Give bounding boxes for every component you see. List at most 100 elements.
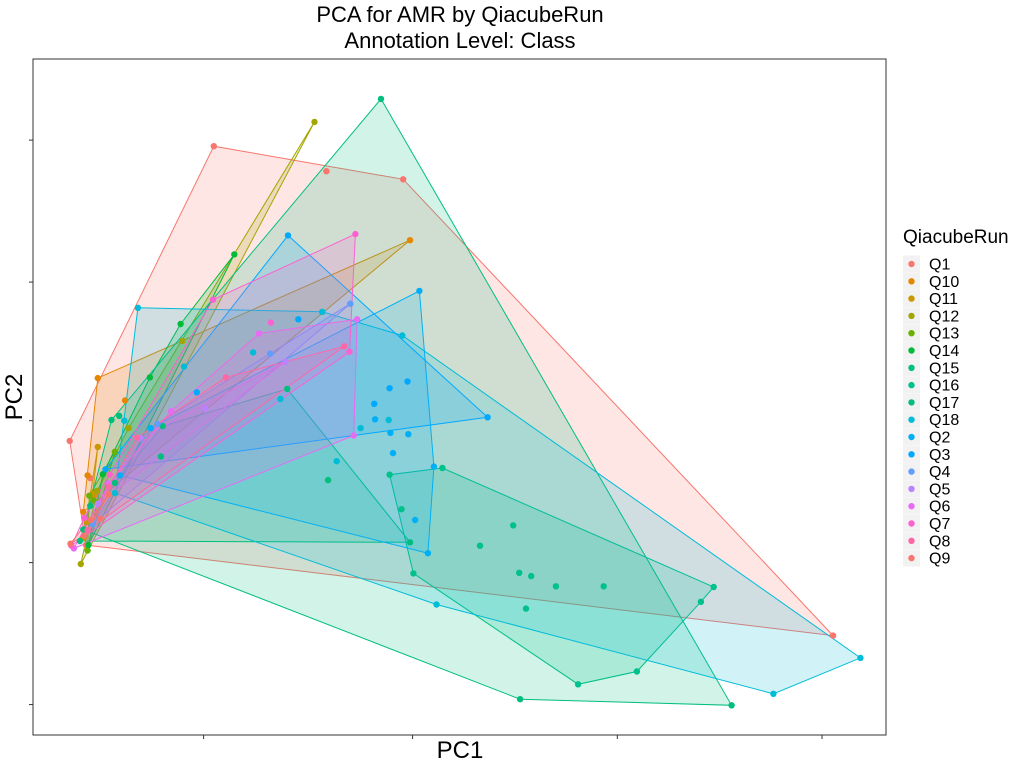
data-point-q1 [66,437,73,445]
data-point-q18 [399,332,406,339]
legend-label: Q3 [929,447,950,464]
legend-key-dot [908,503,915,510]
data-point-q6 [168,408,175,415]
data-point-q3 [404,378,411,385]
data-point-q3 [102,466,109,473]
data-point-q1 [97,515,104,522]
data-point-q18 [333,458,340,465]
data-point-q16 [633,668,641,675]
legend-label: Q7 [929,516,950,533]
data-point-q16 [398,506,405,513]
data-point-q9 [87,516,95,524]
data-point-q2 [389,449,397,457]
legend-item-q7: Q7 [903,515,950,533]
legend-label: Q15 [929,360,959,377]
legend-label: Q11 [929,291,958,308]
hull-q18 [114,307,862,695]
legend-key-dot [908,295,915,302]
data-point-q18 [319,308,326,315]
hull-q8 [87,345,345,531]
data-point-q4 [154,420,161,428]
data-point-q18 [134,304,142,311]
data-point-q14 [146,374,154,381]
data-point-q5 [94,500,102,507]
data-point-q16 [476,542,484,549]
data-point-q14 [99,470,107,478]
legend-item-q5: Q5 [903,480,950,498]
data-point-q11 [94,443,102,451]
data-point-q18 [277,395,284,403]
data-point-q16 [710,583,717,591]
legend-key-dot [908,260,915,268]
legend-key-dot [908,485,915,493]
legend-item-q14: Q14 [903,342,959,360]
data-point-q7 [209,296,217,303]
point-layer [66,95,864,709]
hull-q10 [82,239,411,514]
data-point-q2 [387,429,394,436]
data-point-q7 [81,514,88,522]
data-point-q8 [105,483,113,491]
legend-key-dot [908,381,915,389]
legend-item-q8: Q8 [903,532,950,550]
legend-label: Q8 [929,533,950,550]
legend-key-dot [908,433,915,441]
legend-label: Q2 [929,430,950,447]
legend-item-q18: Q18 [903,411,959,429]
data-point-q12 [125,424,132,432]
legend-key-dot [908,451,915,458]
data-point-q10 [406,237,414,244]
data-point-q2 [411,516,419,524]
data-point-q14 [231,251,238,258]
data-point-q3 [484,414,491,421]
data-point-q4 [347,300,354,307]
data-point-q17 [87,502,94,509]
legend-item-q6: Q6 [903,497,950,516]
legend-key-dot [908,416,915,423]
data-point-q18 [249,349,257,356]
data-point-q18 [111,489,119,497]
legend-key-dot [908,347,915,354]
hull-q3 [104,234,489,470]
data-point-q16 [516,569,523,576]
data-point-q15 [284,385,291,393]
data-point-q16 [574,681,582,688]
data-point-q13 [111,448,119,455]
x-axis-label: PC1 [437,737,484,764]
hull-q7 [70,233,356,548]
data-point-q2 [116,472,124,479]
data-point-q3 [193,389,200,396]
legend-label: Q10 [929,274,959,291]
legend-item-q4: Q4 [903,463,950,481]
data-point-q2 [430,463,438,470]
legend-label: Q4 [929,464,950,481]
data-point-q1 [400,176,407,183]
legend-item-q2: Q2 [903,428,950,447]
legend-item-q17: Q17 [903,393,959,412]
data-point-q10 [94,374,102,382]
data-point-q18 [857,654,864,662]
data-point-q16 [552,583,560,590]
plot-area [66,95,864,709]
data-point-q6 [353,316,361,323]
data-point-q17 [516,696,524,703]
data-point-q16 [410,570,417,577]
hull-q17 [82,98,733,706]
chart-title-line-1: PCA for AMR by QiacubeRun [316,2,603,27]
data-point-q2 [371,416,379,423]
data-point-q2 [147,424,154,432]
legend-item-q10: Q10 [903,272,959,291]
legend-key-dot [908,312,915,320]
data-point-q2 [424,550,432,557]
data-point-q15 [111,479,119,487]
data-point-q6 [255,330,263,337]
legend-item-q9: Q9 [903,549,950,568]
legend: Q1Q10Q11Q12Q13Q14Q15Q16Q17Q18Q2Q3Q4Q5Q6Q… [903,255,959,568]
data-point-q2 [405,431,412,438]
legend-key-dot [908,278,915,285]
legend-item-q11: Q11 [903,290,958,308]
data-point-q5 [202,405,209,412]
data-point-q10 [121,397,129,404]
data-point-q9 [67,540,74,547]
